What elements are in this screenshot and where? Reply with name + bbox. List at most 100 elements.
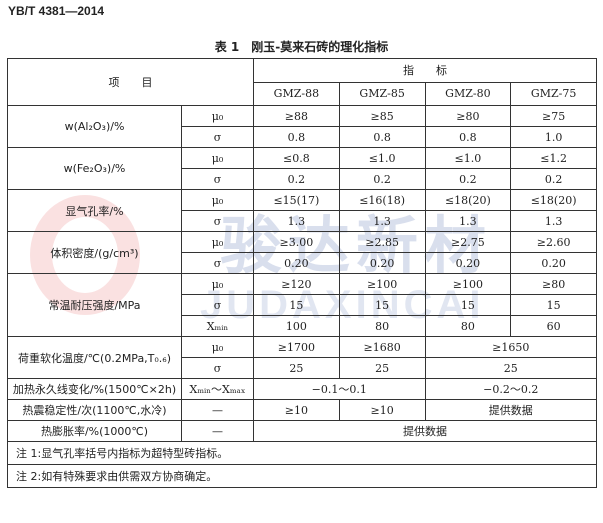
value: 80: [424, 315, 512, 337]
symbol: σ: [181, 294, 254, 316]
item-label: 常温耐压强度/MPa: [7, 273, 182, 337]
item-label: 荷重软化温度/℃(0.2MPa,T₀.₆): [7, 336, 182, 379]
symbol: σ: [181, 357, 254, 379]
symbol: Xₘᵢₙ: [181, 315, 254, 337]
table-row: 热震稳定性/次(1100℃,水冷) — ≥10 ≥10 提供数据: [7, 399, 597, 421]
value: 0.2: [338, 168, 426, 190]
table-row: w(Fe₂O₃)/% μ₀ ≤0.8 ≤1.0 ≤1.0 ≤1.2: [7, 147, 597, 190]
value: ≥10: [338, 399, 426, 421]
grade-header: GMZ-85: [338, 81, 426, 106]
value: ≥100: [338, 273, 426, 295]
grade-header: GMZ-80: [424, 81, 512, 106]
symbol: σ: [181, 126, 254, 148]
indicator-header: 指 标: [253, 58, 597, 83]
item-label: w(Al₂O₃)/%: [7, 105, 182, 148]
item-label: 热膨胀率/%(1000℃): [7, 420, 182, 442]
value: ≤15(17): [253, 189, 340, 211]
table-row: 项 目指 标: [7, 58, 597, 106]
value: 1.3: [338, 210, 426, 232]
value: ≥1680: [338, 336, 426, 358]
value: ≥2.85: [338, 231, 426, 253]
symbol: μ₀: [181, 147, 254, 169]
item-label: 加热永久线变化/%(1500℃×2h): [7, 378, 182, 400]
spec-table: 项 目指 标 GMZ-88 GMZ-85 GMZ-80 GMZ-75 w(Al₂O₃)/%…: [7, 58, 597, 488]
symbol: σ: [181, 168, 254, 190]
item-label: w(Fe₂O₃)/%: [7, 147, 182, 190]
value: 1.3: [424, 210, 512, 232]
value: 25: [253, 357, 340, 379]
value: ≥3.00: [253, 231, 340, 253]
value: ≤18(20): [510, 189, 597, 211]
symbol: σ: [181, 252, 254, 274]
symbol: μ₀: [181, 189, 254, 211]
table-row: σ 15 15 15 15: [8, 294, 597, 316]
value: ≥120: [253, 273, 340, 295]
symbol: σ: [181, 210, 254, 232]
value: 25: [424, 357, 597, 379]
note: 注 1:显气孔率括号内指标为超特型砖指标。: [7, 441, 597, 465]
value: 1.0: [510, 126, 597, 148]
value: 15: [510, 294, 597, 316]
value: ≥2.75: [424, 231, 512, 253]
note: 注 2:如有特殊要求由供需双方协商确定。: [7, 464, 597, 488]
table-row: 注 2:如有特殊要求由供需双方协商确定。: [7, 464, 597, 488]
grade-header: GMZ-88: [253, 81, 340, 106]
value: 提供数据: [253, 420, 597, 442]
value: 1.3: [510, 210, 597, 232]
grade-header: GMZ-75: [510, 81, 597, 106]
table-row: 体积密度/(g/cm³) μ₀ ≥3.00 ≥2.85 ≥2.75 ≥2.60: [7, 231, 597, 274]
value: −0.1～0.1: [253, 378, 426, 400]
value: 15: [424, 294, 512, 316]
value: 80: [338, 315, 426, 337]
symbol: —: [181, 420, 254, 442]
value: ≤1.2: [510, 147, 597, 169]
item-label: 显气孔率/%: [7, 189, 182, 232]
table-row: 常温耐压强度/MPa μ₀ ≥120 ≥100 ≥100 ≥80: [7, 273, 597, 337]
symbol: μ₀: [181, 105, 254, 127]
value: 0.20: [253, 252, 340, 274]
table-caption: 表 1 刚玉-莫来石砖的理化指标: [214, 40, 389, 54]
value: 60: [510, 315, 597, 337]
table-row: 显气孔率/% μ₀ ≤15(17) ≤16(18) ≤18(20) ≤18(20): [7, 189, 597, 232]
table-row: σ 1.3 1.3 1.3 1.3: [8, 210, 597, 232]
value: ≥80: [510, 273, 597, 295]
value: ≤0.8: [253, 147, 340, 169]
symbol: μ₀: [181, 273, 254, 295]
value: ≤1.0: [338, 147, 426, 169]
symbol: Xₘᵢₙ～Xₘₐₓ: [181, 378, 254, 400]
value: ≤18(20): [424, 189, 512, 211]
item-label: 热震稳定性/次(1100℃,水冷): [7, 399, 182, 421]
value: 提供数据: [424, 399, 597, 421]
value: 0.20: [338, 252, 426, 274]
value: 15: [253, 294, 340, 316]
value: ≥1650: [424, 336, 597, 358]
value: 100: [253, 315, 340, 337]
value: ≥88: [253, 105, 340, 127]
value: 15: [338, 294, 426, 316]
value: ≥2.60: [510, 231, 597, 253]
symbol: —: [181, 399, 254, 421]
table-row: w(Al₂O₃)/% μ₀ ≥88 ≥85 ≥80 ≥75: [7, 105, 597, 148]
value: 0.8: [338, 126, 426, 148]
value: ≥75: [510, 105, 597, 127]
value: −0.2～0.2: [424, 378, 597, 400]
symbol: μ₀: [181, 336, 254, 358]
table-row: 加热永久线变化/%(1500℃×2h) Xₘᵢₙ～Xₘₐₓ −0.1～0.1 −0.2…: [7, 378, 597, 400]
value: 25: [338, 357, 426, 379]
value: 0.2: [510, 168, 597, 190]
value: ≥1700: [253, 336, 340, 358]
value: ≤1.0: [424, 147, 512, 169]
value: 0.2: [424, 168, 512, 190]
item-header: 项 目: [7, 58, 254, 106]
value: 0.2: [253, 168, 340, 190]
table-row: 荷重软化温度/℃(0.2MPa,T₀.₆) μ₀ ≥1700 ≥1680 ≥1650: [7, 336, 597, 379]
value: ≥100: [424, 273, 512, 295]
table-row: 注 1:显气孔率括号内指标为超特型砖指标。: [7, 441, 597, 465]
item-label: 体积密度/(g/cm³): [7, 231, 182, 274]
standard-number: YB/T 4381—2014: [8, 4, 105, 18]
value: 1.3: [253, 210, 340, 232]
value: 0.20: [424, 252, 512, 274]
value: ≥80: [424, 105, 512, 127]
table-row: σ 0.20 0.20 0.20 0.20: [8, 252, 597, 274]
